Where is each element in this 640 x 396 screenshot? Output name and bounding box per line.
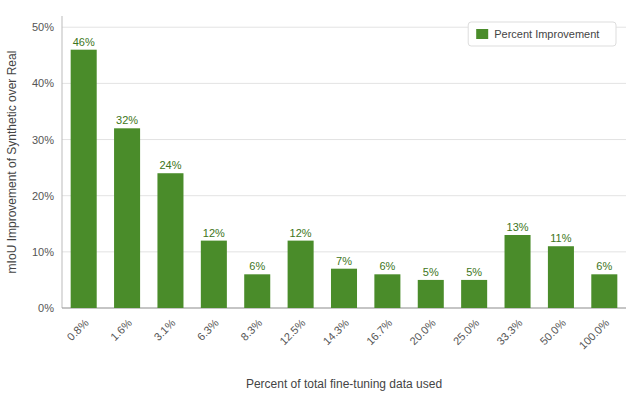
x-tick-label: 8.3% xyxy=(238,316,264,342)
data-label: 12% xyxy=(290,227,312,239)
grid-line xyxy=(62,83,626,84)
x-tick-label: 16.7% xyxy=(364,316,395,347)
grid-line xyxy=(62,195,626,196)
x-tick-label: 3.1% xyxy=(151,316,177,342)
grid xyxy=(62,27,626,308)
grid-line xyxy=(62,139,626,140)
y-tick-label: 40% xyxy=(32,77,54,89)
bar xyxy=(71,50,97,308)
x-tick-label: 33.3% xyxy=(494,316,525,347)
bar xyxy=(157,173,183,308)
data-label: 6% xyxy=(249,260,265,272)
x-tick-label: 0.8% xyxy=(65,316,91,342)
bar xyxy=(331,269,357,308)
x-tick-label: 6.3% xyxy=(195,316,221,342)
y-axis-label: mIoU Improvement of Synthetic over Real xyxy=(5,51,19,274)
y-tick-label: 10% xyxy=(32,246,54,258)
bars xyxy=(71,50,618,308)
data-label: 6% xyxy=(596,260,612,272)
data-label: 6% xyxy=(379,260,395,272)
data-label: 32% xyxy=(116,114,138,126)
bar xyxy=(201,241,227,308)
legend-box xyxy=(468,22,616,46)
grid-line xyxy=(62,251,626,252)
data-label: 5% xyxy=(466,266,482,278)
y-tick-label: 30% xyxy=(32,134,54,146)
bar xyxy=(288,241,314,308)
data-label: 24% xyxy=(159,159,181,171)
bar xyxy=(591,274,617,308)
bar xyxy=(505,235,531,308)
y-tick-label: 50% xyxy=(32,21,54,33)
x-tick-label: 1.6% xyxy=(108,316,134,342)
bar xyxy=(374,274,400,308)
x-axis-label: Percent of total fine-tuning data used xyxy=(246,377,442,391)
data-label: 12% xyxy=(203,227,225,239)
y-tick-label: 0% xyxy=(38,302,54,314)
data-label: 5% xyxy=(423,266,439,278)
data-label: 13% xyxy=(507,221,529,233)
data-label: 46% xyxy=(73,36,95,48)
x-tick-label: 12.5% xyxy=(277,316,308,347)
y-tick-label: 20% xyxy=(32,190,54,202)
x-tick-label: 50.0% xyxy=(537,316,568,347)
chart: 0% 10% 20% 30% 40% 50% 46% 32% 24% 12% 6% 12% 7% 6% 5%… xyxy=(0,0,640,396)
bar xyxy=(114,128,140,308)
bar xyxy=(418,280,444,308)
legend-swatch xyxy=(476,29,488,39)
x-tick-label: 14.3% xyxy=(321,316,352,347)
data-label: 7% xyxy=(336,255,352,267)
x-tick-label: 100.0% xyxy=(577,316,612,351)
y-axis-line xyxy=(62,16,63,308)
x-tick-label: 25.0% xyxy=(451,316,482,347)
bar xyxy=(244,274,270,308)
legend-label: Percent Improvement xyxy=(494,28,599,40)
data-label: 11% xyxy=(550,232,571,244)
bar xyxy=(548,246,574,308)
bar xyxy=(461,280,487,308)
legend: Percent Improvement xyxy=(468,22,616,46)
x-tick-label: 20.0% xyxy=(407,316,438,347)
